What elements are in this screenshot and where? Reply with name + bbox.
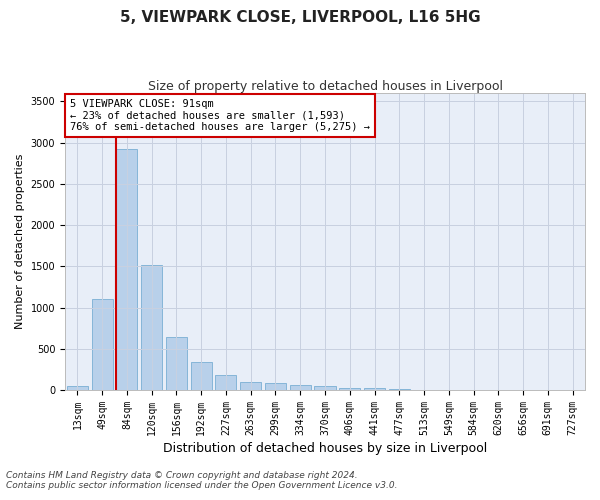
Title: Size of property relative to detached houses in Liverpool: Size of property relative to detached ho… [148,80,503,93]
Text: Contains HM Land Registry data © Crown copyright and database right 2024.
Contai: Contains HM Land Registry data © Crown c… [6,470,398,490]
Text: 5 VIEWPARK CLOSE: 91sqm
← 23% of detached houses are smaller (1,593)
76% of semi: 5 VIEWPARK CLOSE: 91sqm ← 23% of detache… [70,99,370,132]
Bar [166,338,187,390]
X-axis label: Distribution of detached houses by size in Liverpool: Distribution of detached houses by size … [163,442,487,455]
Text: 5, VIEWPARK CLOSE, LIVERPOOL, L16 5HG: 5, VIEWPARK CLOSE, LIVERPOOL, L16 5HG [119,10,481,25]
Bar [67,386,88,390]
Bar [339,388,360,390]
Bar [141,266,162,390]
Bar [92,300,113,390]
Bar [240,382,261,390]
Bar [116,149,137,390]
Y-axis label: Number of detached properties: Number of detached properties [15,154,25,329]
Bar [265,384,286,390]
Bar [215,375,236,390]
Bar [364,388,385,390]
Bar [191,362,212,390]
Bar [314,386,335,390]
Bar [290,385,311,390]
